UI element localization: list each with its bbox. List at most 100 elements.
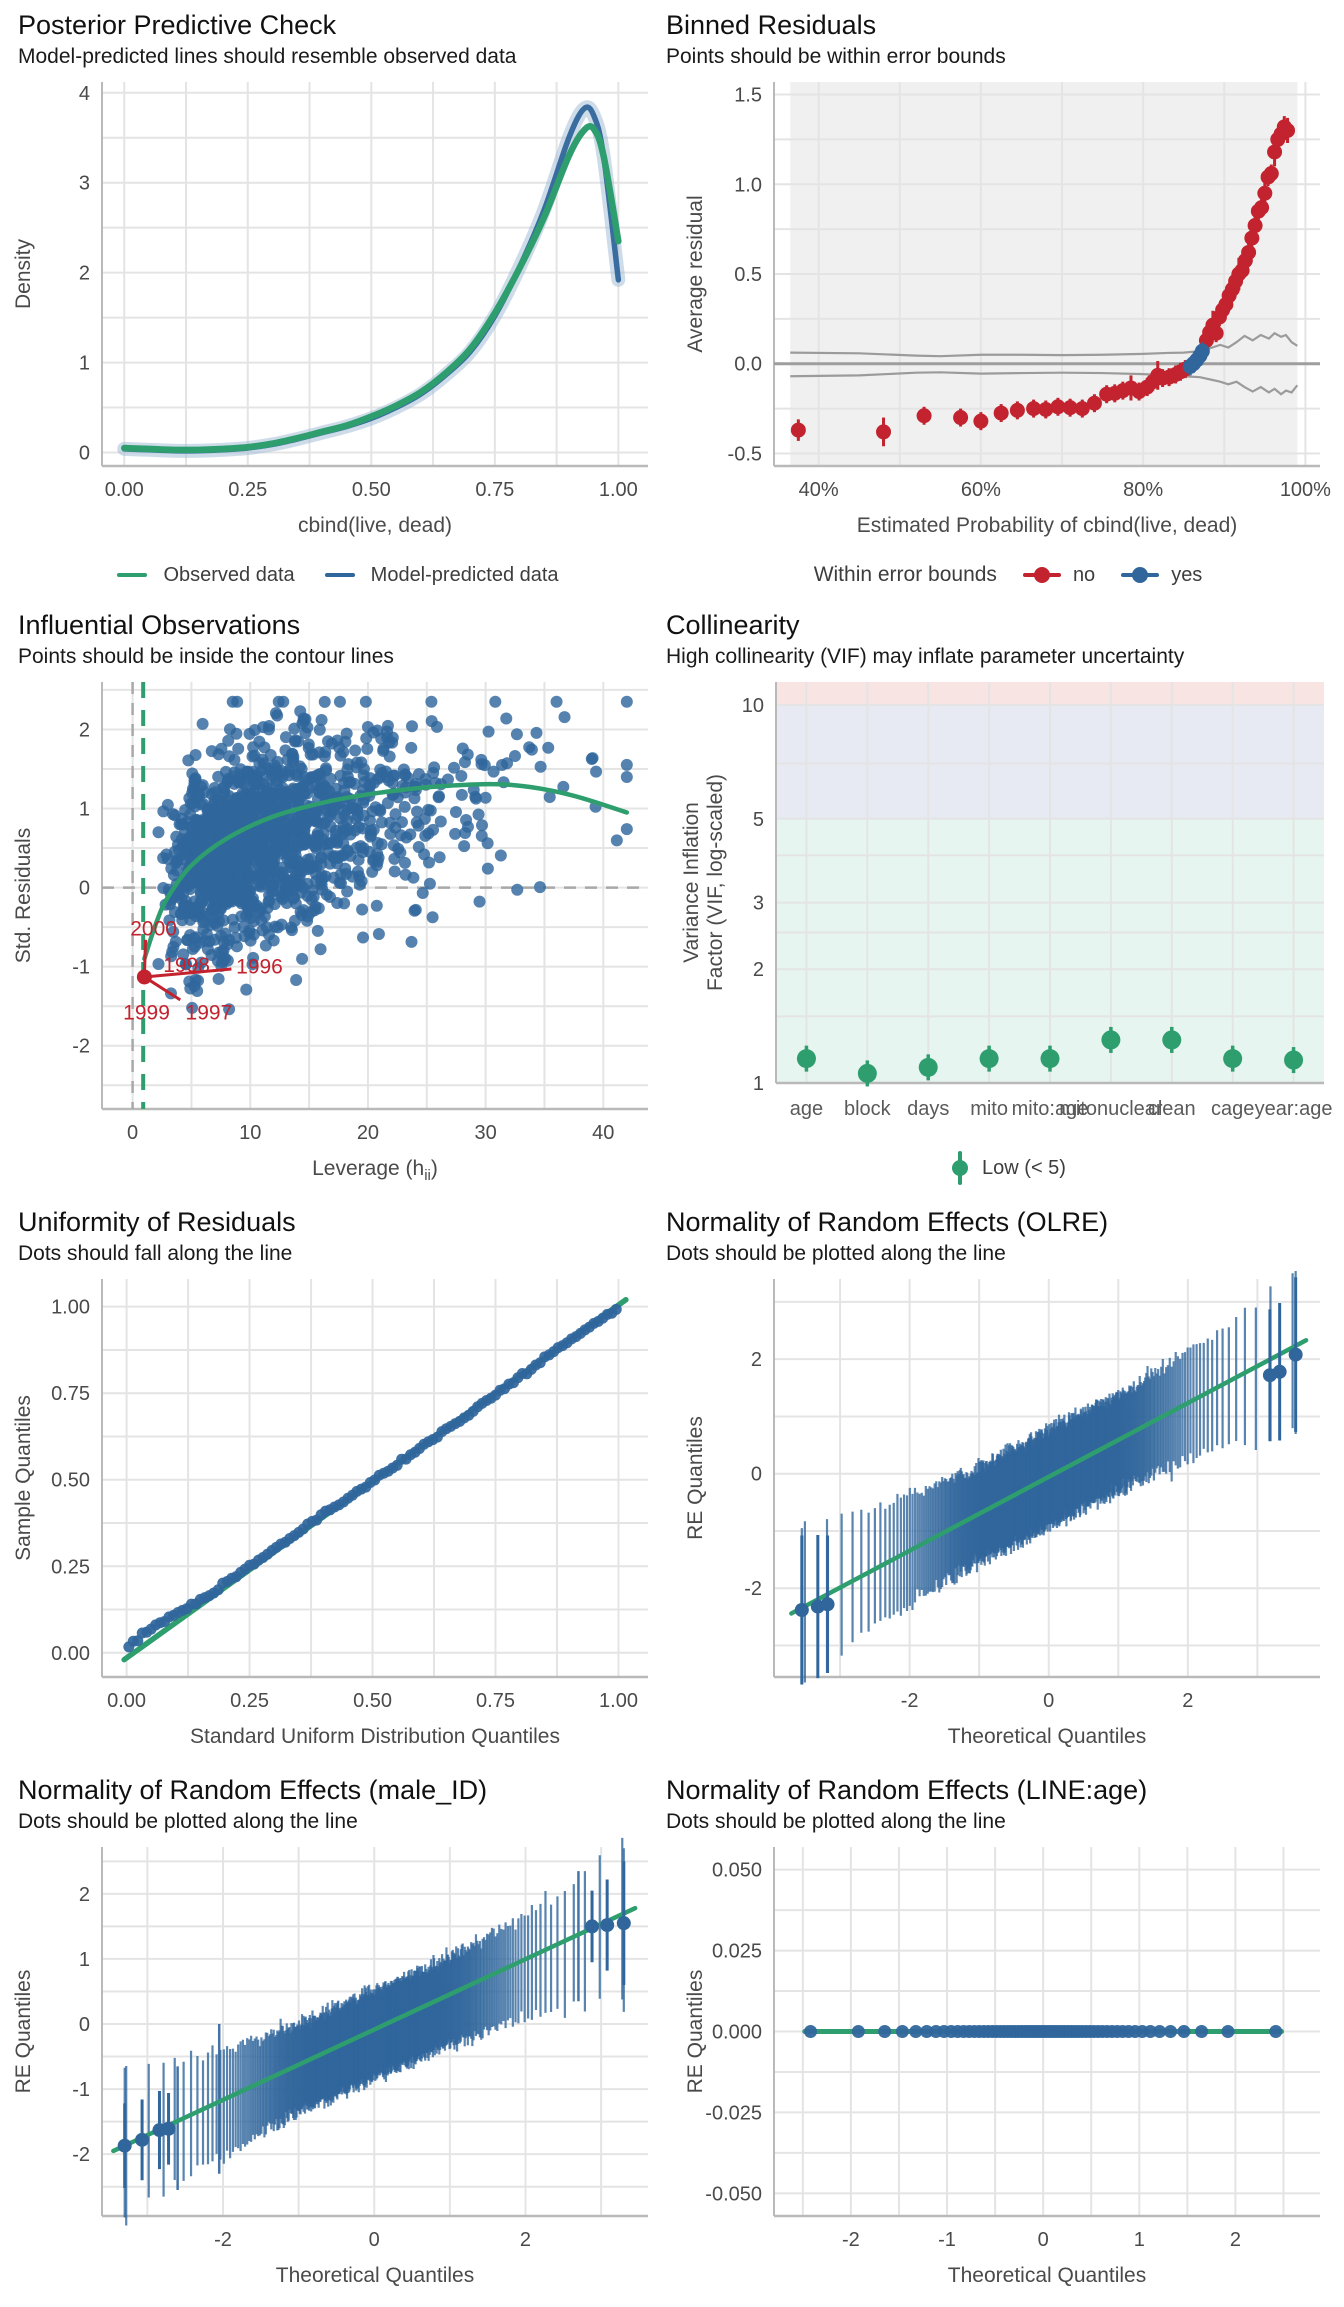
panel-title: Normality of Random Effects (male_ID) — [18, 1775, 488, 1805]
svg-text:0: 0 — [79, 878, 90, 900]
svg-text:30: 30 — [474, 1122, 496, 1144]
panel-binned-residuals: Binned Residuals Points should be within… — [666, 0, 1344, 600]
svg-text:cbind(live, dead): cbind(live, dead) — [298, 514, 452, 537]
svg-text:3: 3 — [753, 893, 764, 915]
svg-text:0: 0 — [369, 2229, 380, 2251]
svg-text:-0.050: -0.050 — [705, 2183, 762, 2205]
svg-text:0.00: 0.00 — [107, 1690, 146, 1712]
svg-text:40%: 40% — [799, 479, 839, 501]
svg-text:mito:age: mito:age — [1012, 1098, 1089, 1120]
svg-text:1: 1 — [79, 1949, 90, 1971]
svg-text:0: 0 — [1038, 2229, 1049, 2251]
svg-text:2: 2 — [79, 263, 90, 285]
panel-subtitle: Dots should be plotted along the line — [18, 1810, 358, 1833]
svg-text:Leverage (hii): Leverage (hii) — [312, 1157, 438, 1184]
panel-subtitle: Points should be inside the contour line… — [18, 645, 394, 668]
legend-label: Model-predicted data — [370, 563, 559, 586]
svg-text:clean: clean — [1148, 1098, 1196, 1120]
svg-text:5: 5 — [753, 809, 764, 831]
svg-text:-2: -2 — [72, 1036, 90, 1058]
svg-text:-2: -2 — [842, 2229, 860, 2251]
svg-text:1: 1 — [753, 1073, 764, 1095]
ppc-legend: Observed data Model-predicted data — [0, 552, 672, 598]
binned-residuals-legend: Within error bounds no yes — [672, 552, 1344, 598]
svg-text:2: 2 — [1182, 1690, 1193, 1712]
svg-text:0.025: 0.025 — [712, 1941, 762, 1963]
panel-subtitle: Model-predicted lines should resemble ob… — [18, 45, 517, 68]
legend-label: Observed data — [163, 563, 295, 586]
vif-svg: 1 2 3 5 10 Variance InflationFactor (VIF, log… — [680, 682, 1333, 1120]
influence-chart: 0 10 20 30 40 -2 -1 0 1 2 Leverage (hii) Std. Resid… — [0, 672, 672, 1195]
svg-text:mitonuclear: mitonuclear — [1059, 1098, 1163, 1120]
svg-text:Sample Quantiles: Sample Quantiles — [12, 1395, 35, 1561]
svg-text:Theoretical Quantiles: Theoretical Quantiles — [948, 2264, 1146, 2287]
qq_uniform-svg: 0.00 0.25 0.50 0.75 1.00 0.00 0.25 0.50 0.75 1.00… — [12, 1279, 648, 1748]
svg-text:0.5: 0.5 — [734, 264, 762, 286]
svg-text:80%: 80% — [1123, 479, 1163, 501]
panel-normality-olre: Normality of Random Effects (OLRE) Dots … — [666, 1197, 1344, 1765]
svg-text:2: 2 — [79, 719, 90, 741]
svg-text:-1: -1 — [72, 2079, 90, 2101]
qq_band-svg: -2 0 2 -2 -1 0 1 2 Theoretical Quantiles RE Quant… — [12, 1837, 648, 2287]
svg-text:3: 3 — [79, 173, 90, 195]
panel-header: Collinearity High collinearity (VIF) may… — [648, 600, 1320, 672]
binned-residuals-chart: 40% 60% 80% 100% -0.5 0.0 0.5 1.0 1.5 Estimated P… — [672, 72, 1344, 552]
svg-text:0.50: 0.50 — [51, 1470, 90, 1492]
panel-header: Normality of Random Effects (male_ID) Do… — [0, 1765, 672, 1837]
svg-text:1999: 1999 — [123, 1002, 170, 1025]
uniform-qq-chart: 0.00 0.25 0.50 0.75 1.00 0.00 0.25 0.50 0.75 1.00… — [0, 1269, 672, 1763]
svg-text:-1: -1 — [72, 957, 90, 979]
svg-text:10: 10 — [742, 695, 764, 717]
panel-title: Normality of Random Effects (OLRE) — [666, 1207, 1109, 1237]
svg-text:1: 1 — [79, 353, 90, 375]
svg-text:Variance InflationFactor (VIF,: Variance InflationFactor (VIF, log-scale… — [680, 774, 727, 991]
svg-text:0.50: 0.50 — [352, 479, 391, 501]
svg-text:-2: -2 — [72, 2144, 90, 2166]
svg-text:1.00: 1.00 — [51, 1297, 90, 1319]
svg-text:2: 2 — [751, 1349, 762, 1371]
olre-qq-chart: -2 0 2 -2 0 2 Theoretical Quantiles RE Quantile… — [672, 1269, 1344, 1763]
svg-text:0: 0 — [1043, 1690, 1054, 1712]
svg-text:10: 10 — [239, 1122, 261, 1144]
svg-text:1: 1 — [79, 799, 90, 821]
panel-title: Uniformity of Residuals — [18, 1207, 296, 1237]
svg-text:4: 4 — [79, 83, 90, 105]
svg-text:0.75: 0.75 — [51, 1383, 90, 1405]
svg-text:0.75: 0.75 — [476, 1690, 515, 1712]
svg-text:0: 0 — [127, 1122, 138, 1144]
svg-text:0: 0 — [79, 443, 90, 465]
panel-header: Normality of Random Effects (OLRE) Dots … — [648, 1197, 1320, 1269]
svg-text:days: days — [907, 1098, 949, 1120]
panel-header: Normality of Random Effects (LINE:age) D… — [648, 1765, 1320, 1837]
svg-text:year:age: year:age — [1255, 1098, 1333, 1120]
svg-text:2: 2 — [753, 959, 764, 981]
ppc-chart: 0.00 0.25 0.50 0.75 1.00 0 1 2 3 4 cbind(live, dea… — [0, 72, 672, 552]
svg-text:cage: cage — [1211, 1098, 1254, 1120]
panel-uniformity-of-residuals: Uniformity of Residuals Dots should fall… — [0, 1197, 672, 1765]
svg-text:0.000: 0.000 — [712, 2022, 762, 2044]
influence_scatter-svg: 0 10 20 30 40 -2 -1 0 1 2 Leverage (hii) Std. Resid… — [12, 682, 648, 1184]
legend-label: Low (< 5) — [982, 1156, 1066, 1179]
svg-text:block: block — [844, 1098, 892, 1120]
point-stem-green-icon — [950, 1151, 970, 1185]
svg-text:1996: 1996 — [236, 956, 283, 979]
svg-text:mito: mito — [970, 1098, 1008, 1120]
svg-text:0.00: 0.00 — [51, 1643, 90, 1665]
legend-item-no: no — [1022, 564, 1095, 587]
svg-text:1998: 1998 — [163, 954, 210, 977]
panel-header: Influential Observations Points should b… — [0, 600, 672, 672]
panel-title: Normality of Random Effects (LINE:age) — [666, 1775, 1148, 1805]
svg-text:0.0: 0.0 — [734, 354, 762, 376]
svg-text:age: age — [790, 1098, 823, 1120]
svg-text:0.00: 0.00 — [105, 479, 144, 501]
svg-text:-0.5: -0.5 — [728, 443, 762, 465]
svg-text:1.00: 1.00 — [599, 479, 638, 501]
svg-text:1.0: 1.0 — [734, 174, 762, 196]
panel-normality-line-age: Normality of Random Effects (LINE:age) D… — [666, 1765, 1344, 2304]
legend-item-observed: Observed data — [113, 563, 295, 587]
svg-text:100%: 100% — [1280, 479, 1331, 501]
panel-subtitle: Dots should fall along the line — [18, 1242, 293, 1265]
svg-text:Std. Residuals: Std. Residuals — [12, 828, 35, 963]
svg-text:0.25: 0.25 — [51, 1556, 90, 1578]
